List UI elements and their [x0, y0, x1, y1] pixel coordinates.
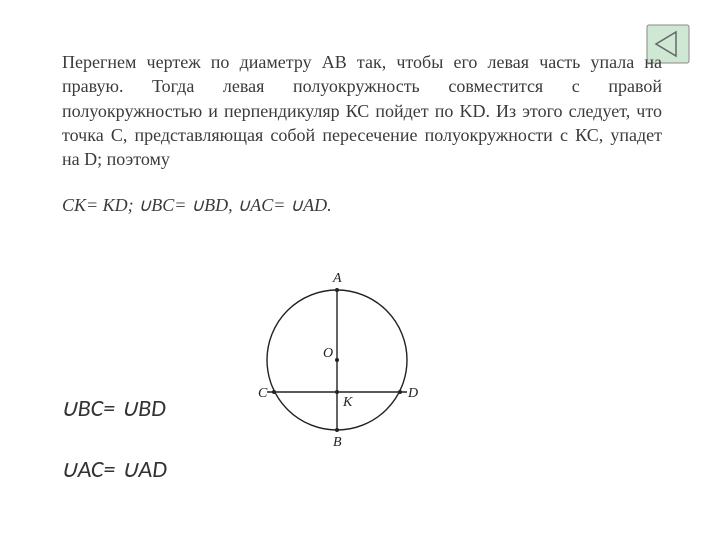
svg-text:B: B	[333, 435, 342, 450]
circle-diagram: A B C D O K	[252, 260, 422, 460]
diagram-svg: A B C D O K	[252, 260, 422, 460]
slide: Перегнем чертеж по диаметру АВ так, чтоб…	[0, 0, 720, 540]
arc-equations: ∪BC= ∪BD ∪AC= ∪AD	[60, 395, 167, 485]
eq1-left: ∪BC=	[60, 394, 115, 423]
equation-ac-ad: ∪AC= ∪AD	[60, 456, 167, 485]
eq2-right: ∪AD	[115, 455, 167, 484]
svg-text:D: D	[407, 386, 418, 401]
proof-text: Перегнем чертеж по диаметру АВ так, чтоб…	[62, 52, 662, 169]
result-text: CК= KD; ∪BC= ∪BD, ∪AC= ∪AD.	[62, 195, 332, 215]
svg-text:A: A	[332, 271, 342, 286]
result-line: CК= KD; ∪BC= ∪BD, ∪AC= ∪AD.	[62, 195, 662, 216]
eq1-right: ∪BD	[115, 394, 166, 423]
proof-paragraph: Перегнем чертеж по диаметру АВ так, чтоб…	[62, 50, 662, 171]
equation-bc-bd: ∪BC= ∪BD	[60, 395, 167, 424]
eq2-left: ∪AC=	[60, 455, 115, 484]
svg-text:C: C	[258, 386, 268, 401]
svg-text:K: K	[342, 395, 353, 410]
svg-text:O: O	[323, 346, 333, 361]
